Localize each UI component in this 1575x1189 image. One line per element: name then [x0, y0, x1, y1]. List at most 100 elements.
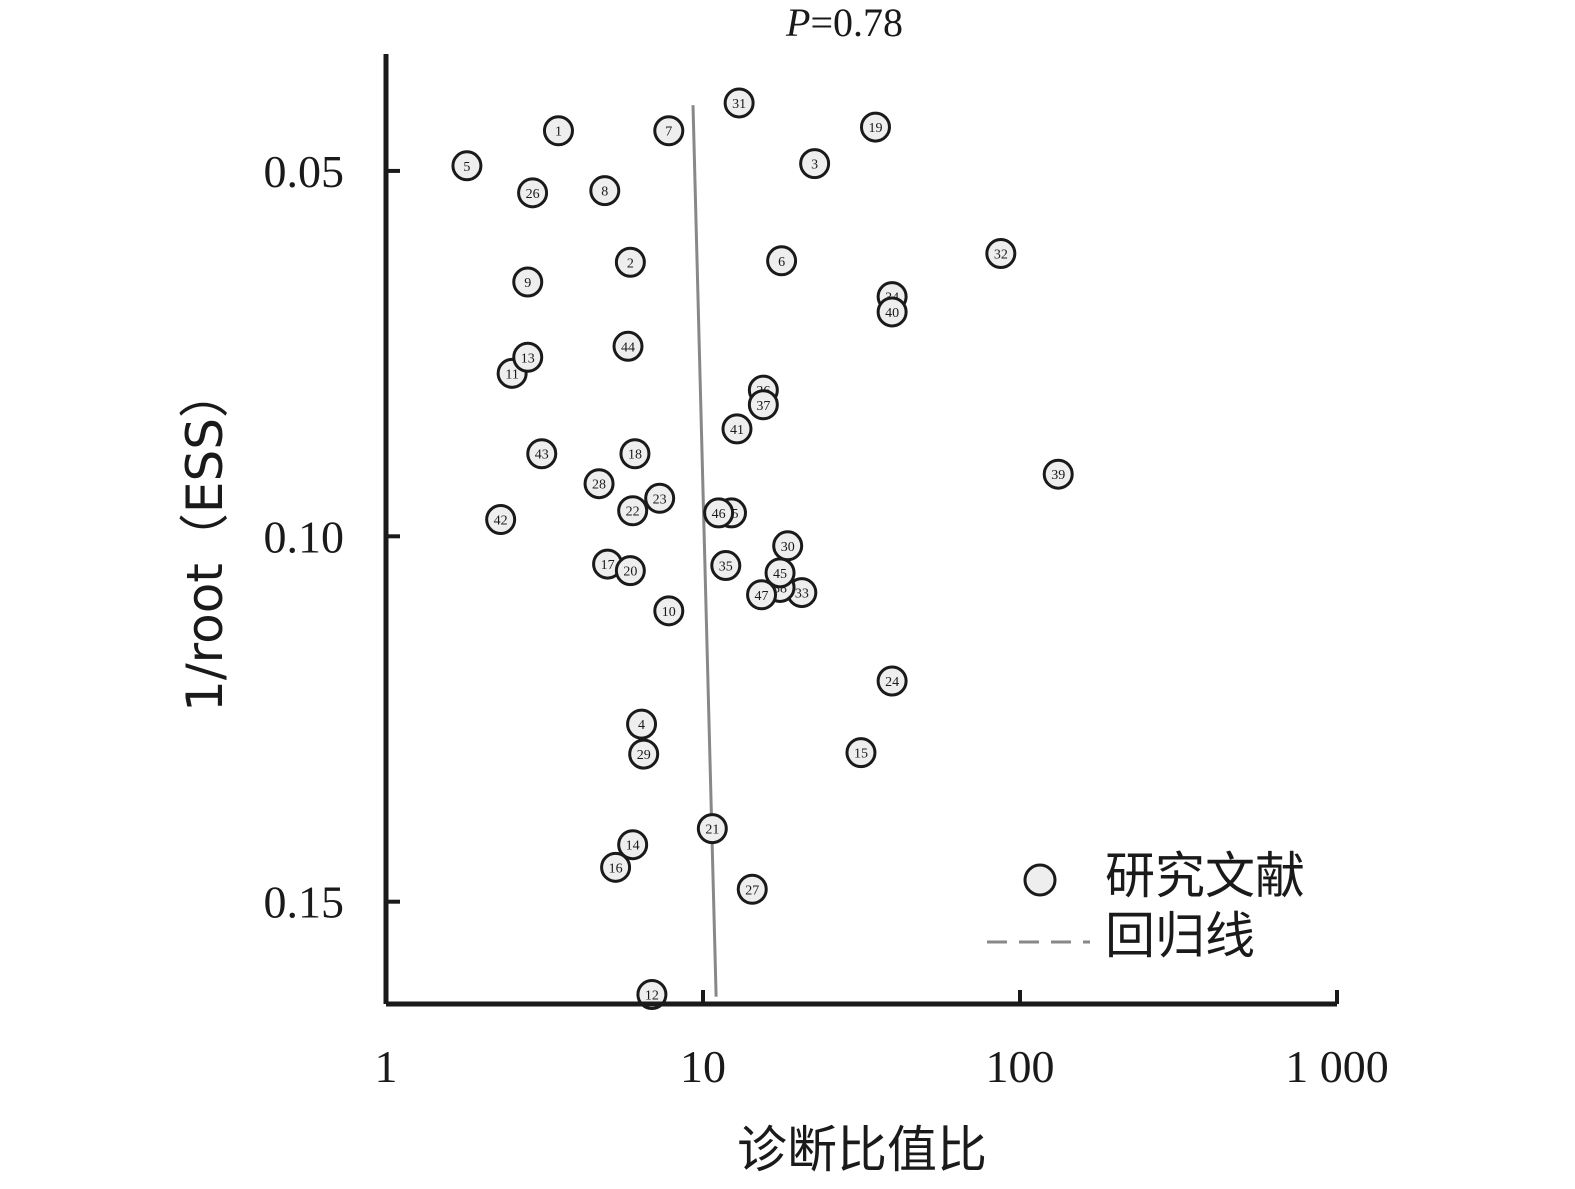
regression-layer [691, 105, 718, 997]
y-tick-label: 0.15 [264, 877, 345, 928]
study-marker [589, 175, 621, 207]
study-point-4: 4 [626, 708, 658, 740]
study-point-47: 47 [746, 579, 778, 611]
study-label: 1 [555, 125, 562, 140]
study-marker [628, 738, 660, 770]
study-point-29: 29 [628, 738, 660, 770]
study-label: 11 [505, 367, 518, 382]
study-marker [542, 115, 574, 147]
study-label: 17 [601, 558, 615, 573]
points-layer: 1234567891011121314151617181920212223242… [451, 87, 1074, 1010]
study-label: 30 [781, 540, 795, 555]
study-point-39: 39 [1042, 458, 1074, 490]
study-marker [1042, 458, 1074, 490]
study-marker [746, 579, 778, 611]
study-marker [619, 438, 651, 470]
study-label: 27 [745, 883, 759, 898]
study-marker [766, 245, 798, 277]
study-marker [764, 557, 796, 589]
study-marker [985, 238, 1017, 269]
study-point-3: 3 [799, 148, 831, 180]
study-point-14: 14 [617, 829, 649, 861]
study-point-8: 8 [589, 175, 621, 207]
y-axis-title: 1/root（ESS） [176, 368, 234, 712]
study-label: 16 [609, 861, 623, 876]
legend-marker-study [1023, 863, 1057, 897]
study-label: 19 [868, 121, 882, 136]
study-label: 35 [719, 560, 733, 575]
x-tick-label: 100 [986, 1041, 1055, 1092]
p-value-symbol: P [785, 0, 810, 45]
study-point-27: 27 [736, 873, 768, 905]
study-point-24: 24 [876, 665, 908, 697]
study-point-41: 41 [721, 413, 753, 445]
study-point-18: 18 [619, 438, 651, 470]
study-marker [583, 468, 615, 500]
study-label: 42 [494, 514, 508, 529]
study-point-35: 35 [710, 550, 742, 582]
study-point-40: 40 [876, 296, 908, 328]
study-point-2: 2 [614, 246, 646, 278]
axes-layer: 1 10 100 1 000 0.05 0.10 0.15 [264, 54, 1389, 1092]
study-point-1: 1 [542, 115, 574, 147]
study-label: 7 [665, 125, 672, 140]
study-label: 26 [526, 187, 540, 202]
study-marker [614, 555, 646, 587]
study-label: 5 [463, 160, 470, 175]
study-point-16: 16 [600, 851, 632, 883]
p-value-text: =0.78 [810, 0, 903, 45]
study-label: 39 [1051, 468, 1065, 483]
study-marker [512, 266, 544, 298]
study-point-15: 15 [845, 737, 877, 769]
study-label: 33 [795, 587, 809, 602]
study-point-23: 23 [644, 482, 676, 514]
study-label: 32 [994, 248, 1008, 263]
study-point-42: 42 [485, 504, 517, 535]
study-point-21: 21 [696, 813, 728, 845]
study-marker [703, 497, 735, 529]
study-label: 45 [773, 567, 787, 582]
study-marker [526, 438, 558, 470]
study-point-7: 7 [653, 115, 685, 147]
study-point-6: 6 [766, 245, 798, 277]
study-marker [600, 851, 632, 883]
study-point-28: 28 [583, 468, 615, 500]
study-label: 14 [626, 839, 640, 854]
study-marker [710, 550, 742, 582]
study-marker [845, 737, 877, 769]
y-tick-label: 0.05 [264, 146, 345, 197]
study-point-46: 46 [703, 497, 735, 529]
study-label: 3 [811, 158, 818, 173]
study-point-19: 19 [859, 111, 891, 143]
study-marker [653, 115, 685, 147]
x-tick-label: 1 [375, 1041, 398, 1092]
study-marker [517, 177, 549, 209]
x-axis-title: 诊断比值比 [737, 1121, 987, 1179]
x-tick-label: 1 000 [1285, 1041, 1389, 1092]
study-point-22: 22 [617, 495, 649, 527]
study-marker [485, 504, 517, 535]
study-label: 18 [628, 448, 642, 463]
study-point-9: 9 [512, 266, 544, 298]
study-marker [723, 87, 755, 119]
study-point-44: 44 [612, 330, 644, 362]
study-point-5: 5 [451, 150, 483, 182]
study-marker [614, 246, 646, 278]
study-marker [747, 389, 779, 421]
study-marker [653, 595, 685, 627]
study-label: 29 [637, 748, 651, 763]
regression-line [691, 105, 718, 997]
study-label: 23 [653, 492, 667, 507]
study-point-37: 37 [747, 389, 779, 421]
x-tick-label: 10 [680, 1041, 726, 1092]
study-label: 9 [524, 276, 531, 291]
study-label: 41 [730, 423, 744, 438]
legend-label-study: 研究文献 [1105, 847, 1305, 905]
study-label: 46 [712, 507, 726, 522]
study-label: 37 [756, 399, 770, 414]
study-marker [799, 148, 831, 180]
study-marker [626, 708, 658, 740]
study-label: 21 [705, 823, 719, 838]
study-marker [512, 341, 544, 373]
